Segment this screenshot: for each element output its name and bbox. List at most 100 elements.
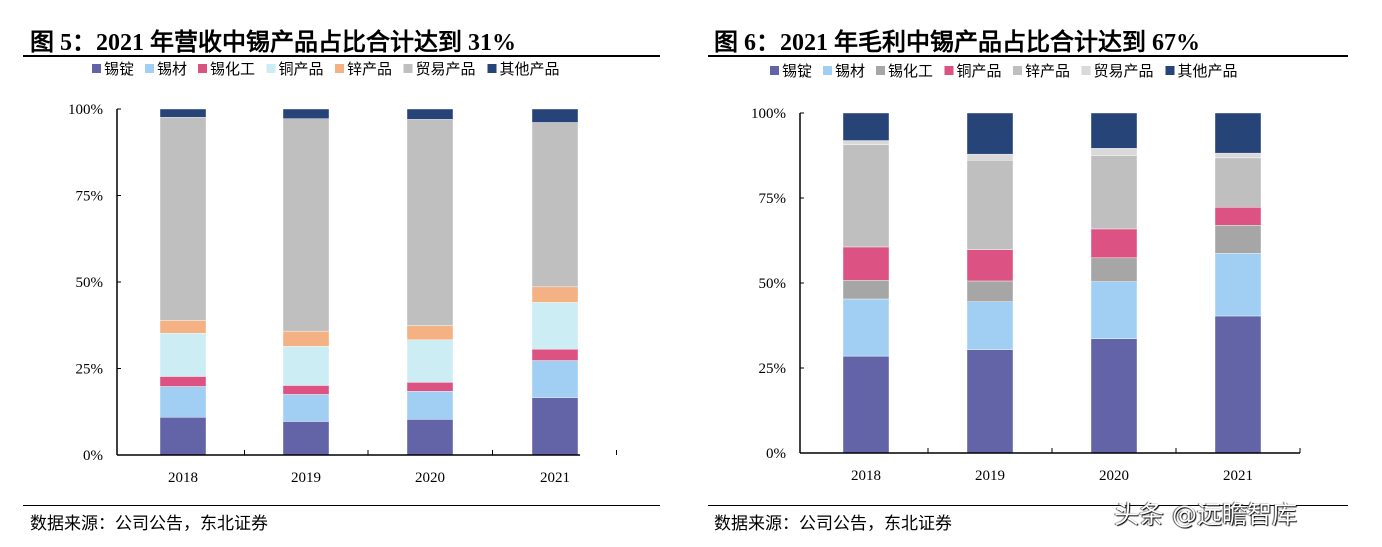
- bar-segment: [1214, 152, 1262, 159]
- bar-segment: [531, 360, 579, 398]
- y-tick-label: 25%: [759, 361, 787, 377]
- bar-segment: [406, 119, 454, 326]
- legend-swatch: [770, 66, 779, 75]
- bar-segment: [282, 394, 330, 422]
- x-tick-label: 2018: [851, 468, 881, 484]
- legend-swatch: [944, 66, 954, 75]
- legend-swatch: [1165, 66, 1175, 75]
- y-tick-label: 0%: [83, 448, 103, 464]
- bar-segment: [531, 286, 579, 303]
- legend-label: 贸易产品: [416, 60, 476, 78]
- bar-segment: [159, 108, 207, 118]
- bar-segment: [406, 419, 454, 456]
- bar-segment: [966, 112, 1014, 155]
- x-tick-label: 2021: [540, 470, 570, 486]
- bar-segment: [159, 333, 207, 377]
- bar-segment: [842, 140, 890, 145]
- bar-segment: [1214, 315, 1262, 454]
- legend-swatch: [198, 64, 207, 73]
- bar-segment: [966, 160, 1014, 250]
- bar-segment: [159, 386, 207, 418]
- y-tick-label: 25%: [76, 362, 104, 378]
- bar-segment: [1214, 112, 1262, 154]
- bar-segment: [842, 246, 890, 281]
- bar-segment: [282, 108, 330, 119]
- bar-segment: [842, 298, 890, 357]
- bar-segment: [406, 382, 454, 392]
- y-tick-label: 0%: [766, 446, 786, 462]
- y-tick-label: 50%: [76, 275, 104, 291]
- bar-segment: [1214, 253, 1262, 317]
- watermark: 头条 @远瞻智库: [1114, 500, 1297, 529]
- y-tick-label: 75%: [759, 191, 787, 207]
- legend-label: 锌产品: [347, 60, 392, 78]
- bar-segment: [966, 280, 1014, 302]
- bar-segment: [842, 112, 890, 141]
- bar-segment: [842, 355, 890, 454]
- bar-segment: [406, 108, 454, 120]
- legend-swatch: [403, 64, 413, 73]
- legend-swatch: [266, 64, 276, 73]
- bar-segment: [531, 108, 579, 123]
- bar-segment: [159, 117, 207, 321]
- legend-swatch: [823, 66, 832, 75]
- source-left: 数据来源：公司公告，东北证券: [30, 514, 268, 534]
- legend-swatch: [1013, 66, 1022, 75]
- bar-segment: [966, 301, 1014, 350]
- bar-segment: [1090, 338, 1138, 454]
- chart-title-right: 图 6：2021 年毛利中锡产品占比合计达到 67%: [714, 30, 1200, 56]
- title-rule-right: [708, 55, 1348, 57]
- x-tick-label: 2018: [168, 470, 198, 486]
- bar-segment: [406, 339, 454, 383]
- bar-segment: [406, 391, 454, 420]
- legend-label: 锡化工: [210, 60, 255, 78]
- y-tick-label: 100%: [68, 102, 103, 118]
- bar-segment: [1090, 257, 1138, 282]
- x-tick-label: 2020: [1099, 468, 1129, 484]
- source-rule-left: [23, 505, 660, 506]
- bar-segment: [1214, 224, 1262, 254]
- bar-segment: [842, 144, 890, 248]
- bar-segment: [159, 417, 207, 456]
- legend-label: 其他产品: [1178, 62, 1238, 80]
- bar-segment: [966, 249, 1014, 282]
- legend-label: 锡材: [157, 60, 187, 78]
- legend-swatch: [487, 64, 497, 73]
- legend-swatch: [876, 66, 885, 75]
- x-tick-label: 2020: [415, 470, 445, 486]
- legend-label: 锡锭: [782, 62, 812, 80]
- legend-label: 铜产品: [957, 62, 1002, 80]
- legend-label: 锡材: [835, 62, 865, 80]
- y-tick-label: 75%: [76, 189, 104, 205]
- bar-segment: [1214, 206, 1262, 226]
- bar-segment: [842, 280, 890, 300]
- title-rule-left: [23, 55, 660, 57]
- bar-segment: [1090, 112, 1138, 149]
- bar-segment: [282, 118, 330, 332]
- source-right: 数据来源：公司公告，东北证券: [714, 514, 952, 534]
- legend-label: 锡化工: [888, 62, 933, 80]
- bar-segment: [531, 397, 579, 456]
- legend-label: 锡锭: [104, 60, 134, 78]
- bar-segment: [531, 122, 579, 288]
- legend-label: 铜产品: [279, 60, 324, 78]
- y-tick-label: 50%: [759, 276, 787, 292]
- bar-segment: [282, 385, 330, 395]
- bar-segment: [1090, 228, 1138, 259]
- bar-segment: [531, 302, 579, 350]
- x-tick-label: 2019: [291, 470, 321, 486]
- legend-swatch: [145, 64, 154, 73]
- bar-segment: [966, 153, 1014, 161]
- legend-label: 其他产品: [500, 60, 560, 78]
- bar-segment: [1214, 157, 1262, 208]
- legend-swatch: [335, 64, 344, 73]
- bar-segment: [159, 320, 207, 334]
- bar-segment: [159, 376, 207, 387]
- y-tick-label: 100%: [751, 106, 786, 122]
- bar-segment: [1090, 155, 1138, 230]
- x-tick-label: 2019: [975, 468, 1005, 484]
- bar-segment: [966, 349, 1014, 454]
- legend-swatch: [1081, 66, 1091, 75]
- bar-segment: [282, 330, 330, 347]
